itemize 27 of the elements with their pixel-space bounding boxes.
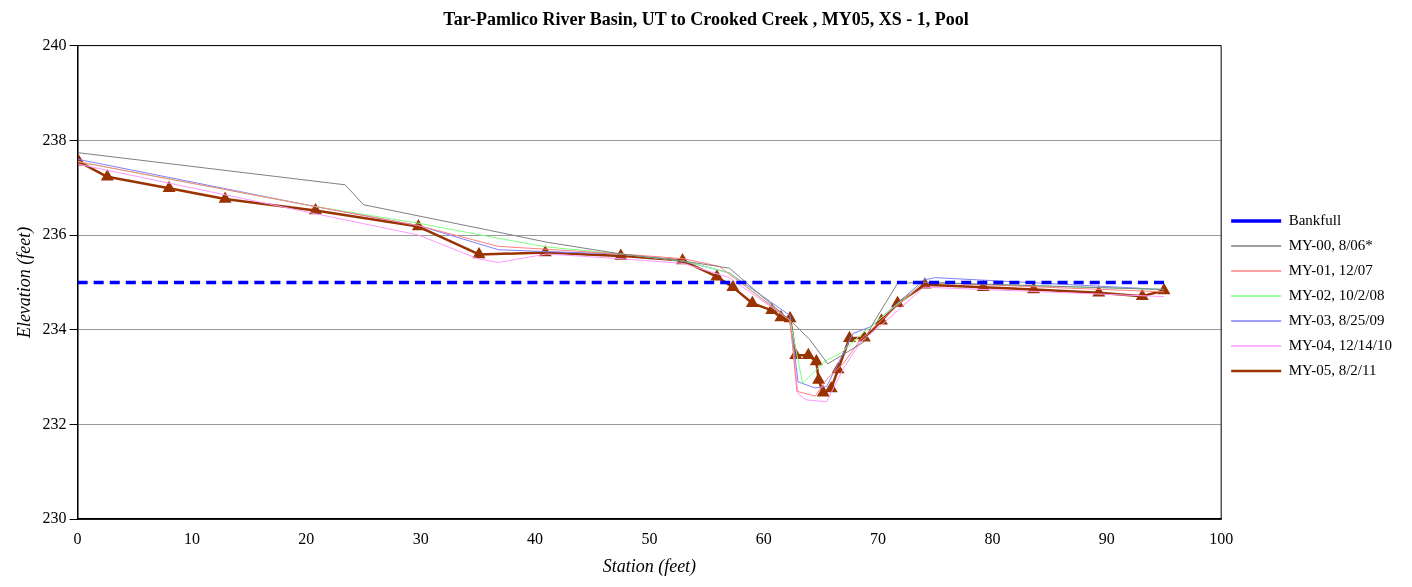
x-tick-label: 90 [1098, 530, 1115, 547]
y-tick-label: 240 [42, 35, 67, 53]
x-tick-label: 50 [641, 530, 658, 547]
x-tick-label: 0 [73, 530, 82, 547]
legend-label: MY-00, 8/06* [1288, 236, 1373, 253]
x-tick-label: 30 [412, 530, 429, 547]
y-tick-label: 236 [42, 225, 67, 243]
legend-label: MY-05, 8/2/11 [1288, 361, 1377, 378]
x-tick-label: 20 [298, 530, 315, 547]
y-tick-label: 230 [42, 509, 67, 527]
x-tick-label: 100 [1209, 530, 1234, 547]
x-tick-label: 60 [755, 530, 772, 547]
legend-label: MY-02, 10/2/08 [1288, 286, 1385, 303]
chart-title: Tar-Pamlico River Basin, UT to Crooked Creek , MY05, XS - 1, Pool [443, 9, 969, 30]
legend-label: Bankfull [1288, 211, 1342, 228]
x-tick-label: 70 [870, 530, 887, 547]
legend-label: MY-03, 8/25/09 [1288, 311, 1385, 328]
y-tick-label: 234 [42, 319, 67, 337]
legend-label: MY-04, 12/14/10 [1288, 336, 1393, 353]
x-tick-label: 40 [527, 530, 544, 547]
x-tick-label: 10 [183, 530, 200, 547]
y-axis-title: Elevation (feet) [13, 226, 35, 340]
x-tick-label: 80 [984, 530, 1001, 547]
y-tick-label: 238 [42, 130, 67, 148]
legend-label: MY-01, 12/07 [1288, 261, 1374, 278]
x-axis-title: Station (feet) [602, 555, 697, 577]
y-tick-label: 232 [42, 414, 67, 432]
